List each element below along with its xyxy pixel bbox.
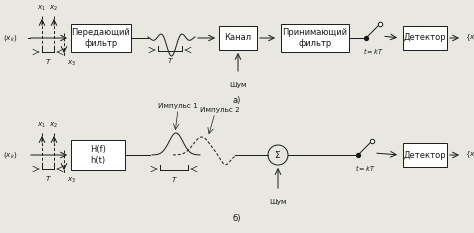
Text: $T$: $T$	[45, 57, 52, 66]
Bar	[71, 140, 125, 170]
Text: $\Sigma$: $\Sigma$	[274, 150, 282, 161]
Text: Импульс 1: Импульс 1	[158, 103, 198, 109]
Text: $x_1$: $x_1$	[37, 121, 46, 130]
Text: $T$: $T$	[166, 56, 173, 65]
Text: $x_1$: $x_1$	[37, 4, 46, 13]
Bar	[403, 26, 447, 50]
Text: $x_3$: $x_3$	[67, 176, 76, 185]
Text: $x_3$: $x_3$	[67, 59, 76, 68]
Text: Детектор: Детектор	[404, 34, 447, 42]
Text: а): а)	[233, 96, 241, 104]
Text: Шум: Шум	[269, 199, 287, 205]
Text: $(x_k)$: $(x_k)$	[3, 33, 18, 43]
Text: Импульс 2: Импульс 2	[200, 107, 240, 113]
Text: Принимающий
фильтр: Принимающий фильтр	[283, 28, 347, 48]
Bar	[219, 26, 257, 50]
Text: Канал: Канал	[224, 34, 252, 42]
Text: H(f)
h(t): H(f) h(t)	[90, 145, 106, 165]
Text: $x_2$: $x_2$	[49, 121, 59, 130]
Text: $x_2$: $x_2$	[49, 4, 59, 13]
Text: $\{x_k\}$: $\{x_k\}$	[465, 150, 474, 160]
Text: Передающий
фильтр: Передающий фильтр	[72, 28, 130, 48]
Text: Детектор: Детектор	[404, 151, 447, 160]
Bar	[71, 24, 131, 52]
Text: $\{x_k\}$: $\{x_k\}$	[465, 33, 474, 43]
Bar	[403, 143, 447, 167]
Text: б): б)	[233, 213, 241, 223]
Text: $T$: $T$	[45, 174, 52, 183]
Text: $T$: $T$	[171, 175, 177, 184]
Text: $t = kT$: $t = kT$	[355, 163, 375, 173]
Text: Шум: Шум	[229, 82, 247, 88]
Bar	[281, 24, 349, 52]
Text: $t = kT$: $t = kT$	[363, 46, 383, 56]
Text: $(x_k)$: $(x_k)$	[3, 150, 18, 160]
